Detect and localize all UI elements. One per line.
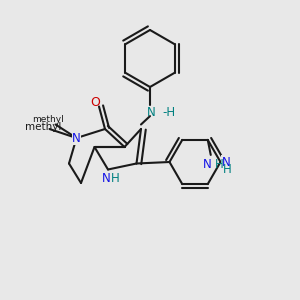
Text: H: H — [111, 172, 120, 185]
Text: methyl: methyl — [25, 122, 62, 133]
Text: O: O — [91, 95, 100, 109]
Text: N: N — [72, 131, 81, 145]
Text: N: N — [102, 172, 111, 185]
Text: N: N — [221, 155, 230, 169]
Text: -H: -H — [163, 106, 176, 119]
Text: H: H — [223, 163, 232, 176]
Text: methyl: methyl — [32, 116, 64, 124]
Text: H: H — [215, 158, 224, 171]
Text: N: N — [203, 158, 212, 171]
Text: N: N — [147, 106, 156, 119]
